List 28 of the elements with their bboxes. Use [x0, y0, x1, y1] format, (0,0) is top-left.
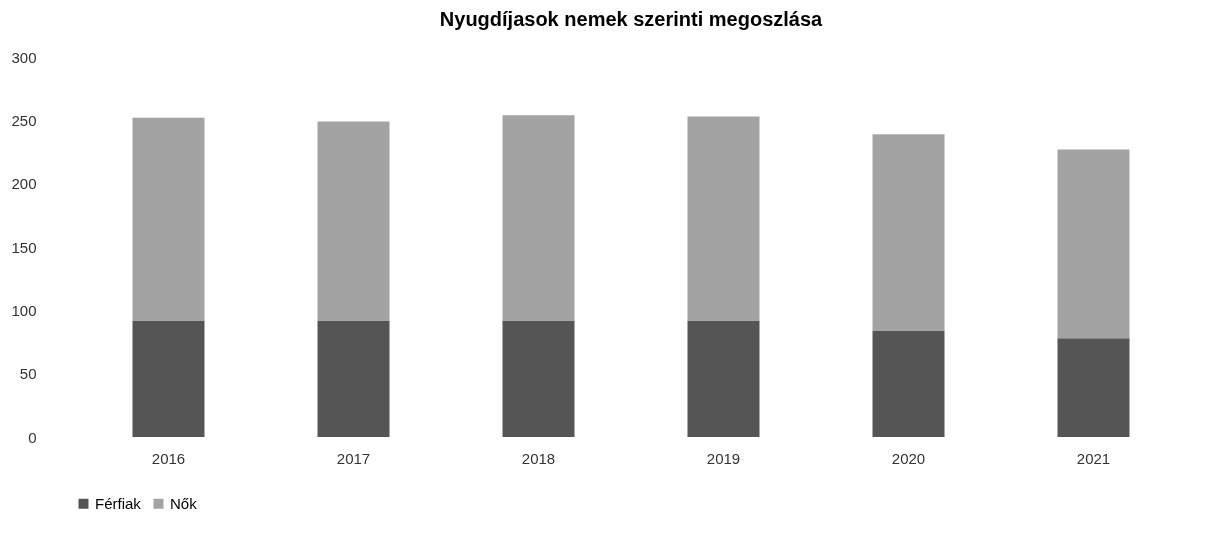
bar: [317, 121, 390, 321]
y-tick-label: 50: [19, 365, 37, 383]
bar: [872, 330, 945, 437]
bar: [132, 117, 205, 321]
y-tick-label: 100: [11, 301, 37, 319]
bar: [1057, 338, 1130, 437]
bar: [317, 320, 390, 437]
y-tick-label: 250: [11, 111, 37, 129]
bar: [132, 320, 205, 437]
x-tick-label: 2017: [336, 449, 371, 467]
bar: [502, 115, 575, 321]
y-tick-label: 200: [11, 175, 37, 193]
legend-label: Nők: [170, 494, 198, 512]
x-tick-label: 2021: [1076, 449, 1111, 467]
bar: [687, 320, 760, 437]
y-tick-label: 0: [28, 428, 37, 446]
x-tick-label: 2018: [521, 449, 556, 467]
bar: [502, 320, 575, 437]
x-tick-label: 2019: [706, 449, 741, 467]
x-tick-label: 2016: [151, 449, 186, 467]
y-tick-label: 150: [11, 238, 37, 256]
x-tick-label: 2020: [891, 449, 926, 467]
bar: [1057, 149, 1130, 339]
y-tick-label: 300: [11, 48, 37, 66]
bar: [872, 134, 945, 331]
chart-title: Nyugdíjasok nemek szerinti megoszlása: [439, 8, 824, 30]
bar: [687, 116, 760, 321]
legend-label: Férfiak: [95, 494, 142, 512]
